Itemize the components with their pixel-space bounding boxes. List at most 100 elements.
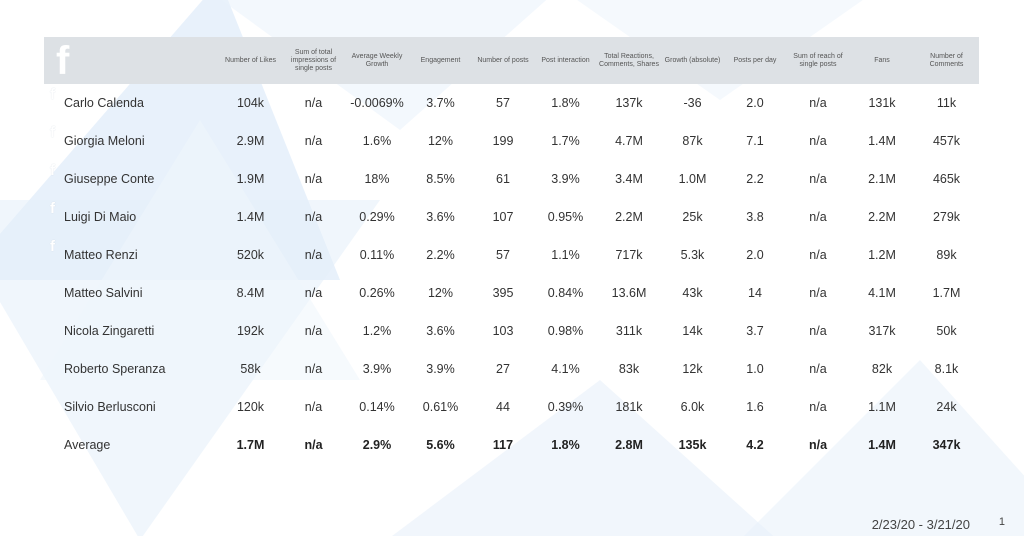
column-header: Growth (absolute): [664, 56, 721, 64]
metric-cell: 103: [492, 324, 514, 338]
metric-cell: 199: [492, 134, 514, 148]
facebook-f-icon: f: [50, 200, 55, 217]
metric-cell: 3.9%: [362, 362, 392, 376]
metric-cell: 120k: [236, 400, 265, 414]
metric-cell: 311k: [615, 324, 643, 338]
metric-cell: 0.39%: [547, 400, 584, 414]
politician-name-cell: Average: [44, 426, 219, 464]
metric-cell: 0.26%: [359, 286, 395, 300]
metric-cell: 57: [496, 96, 510, 110]
metric-cell: 61: [496, 172, 510, 186]
metric-cell: 1.4M: [236, 210, 265, 224]
average-row: Average 1.7M n/a 2.9% 5.6% 117 1.8% 2.8M 135k 4.2…: [44, 426, 979, 464]
facebook-f-icon: f: [50, 124, 55, 141]
politician-name-cell: f Carlo Calenda: [44, 84, 219, 122]
metric-cell: 104k: [236, 96, 265, 110]
metric-cell: 11k: [936, 96, 957, 110]
metric-cell: 2.2M: [615, 210, 643, 224]
table-row: Silvio Berlusconi 120k n/a 0.14% 0.61% 44 0.39…: [44, 388, 979, 426]
table-row: f Matteo Renzi 520k n/a 0.11% 2.2% 57 1.1% 717k 5…: [44, 236, 979, 274]
politician-name-cell: f Giuseppe Conte: [44, 160, 219, 198]
metric-cell: 1.4M: [868, 134, 896, 148]
column-header: Sum of total impressions of single posts: [290, 48, 337, 72]
column-header: Fans: [874, 56, 890, 64]
metric-cell: 57: [496, 248, 510, 262]
metric-cell: 137k: [615, 96, 643, 110]
metric-cell: n/a: [809, 210, 827, 224]
metric-cell: 3.9%: [551, 172, 580, 186]
metric-cell: n/a: [809, 172, 827, 186]
metric-cell: 4.7M: [615, 134, 643, 148]
politician-name: Carlo Calenda: [64, 96, 144, 110]
metric-cell: 3.7%: [426, 96, 455, 110]
metric-cell: 3.9%: [426, 362, 455, 376]
metric-cell: -0.0069%: [350, 96, 404, 110]
metric-cell: n/a: [809, 96, 827, 110]
metric-cell: n/a: [304, 362, 323, 376]
politician-name: Silvio Berlusconi: [64, 400, 156, 414]
politician-name: Matteo Renzi: [64, 248, 138, 262]
metric-cell: 1.6%: [362, 134, 392, 148]
metric-cell: 3.8: [746, 210, 764, 224]
metric-cell: 89k: [936, 248, 957, 262]
metric-cell: 457k: [932, 134, 961, 148]
politician-name: Roberto Speranza: [64, 362, 166, 376]
column-header: Average Weekly Growth: [351, 52, 403, 68]
metric-cell: 1.8%: [551, 438, 580, 452]
metric-cell: -36: [683, 96, 702, 110]
metric-cell: 465k: [932, 172, 961, 186]
metric-cell: 1.2M: [868, 248, 896, 262]
metric-cell: 3.6%: [426, 210, 455, 224]
metric-cell: n/a: [304, 286, 323, 300]
metric-cell: 0.95%: [547, 210, 584, 224]
politician-name-cell: f Giorgia Meloni: [44, 122, 219, 160]
metric-cell: 3.4M: [615, 172, 643, 186]
metric-cell: 0.14%: [359, 400, 395, 414]
metric-cell: n/a: [809, 286, 827, 300]
metric-cell: 1.2%: [362, 324, 392, 338]
metric-cell: n/a: [304, 96, 323, 110]
metric-cell: 1.8%: [551, 96, 580, 110]
metric-cell: 12%: [427, 134, 454, 148]
metric-cell: 0.98%: [547, 324, 584, 338]
metric-cell: 8.1k: [934, 362, 959, 376]
metric-cell: 1.1M: [868, 400, 896, 414]
metric-cell: 0.84%: [547, 286, 584, 300]
politician-name-cell: Silvio Berlusconi: [44, 388, 219, 426]
metric-cell: 131k: [868, 96, 896, 110]
metric-cell: n/a: [808, 438, 828, 452]
metric-cell: 0.11%: [359, 248, 395, 262]
metric-cell: 1.7M: [236, 438, 265, 452]
metric-cell: 25k: [682, 210, 703, 224]
metric-cell: n/a: [304, 210, 323, 224]
date-range: 2/23/20 - 3/21/20: [871, 517, 970, 532]
metric-cell: 192k: [236, 324, 265, 338]
metric-cell: 317k: [868, 324, 896, 338]
metric-cell: 107: [492, 210, 514, 224]
metric-cell: 7.1: [746, 134, 764, 148]
metric-cell: 3.6%: [426, 324, 455, 338]
metric-cell: 2.1M: [868, 172, 896, 186]
table-header-row: f Number of Likes Sum of total impressio…: [44, 37, 979, 84]
column-header: Posts per day: [733, 56, 777, 64]
facebook-f-icon: f: [50, 162, 55, 179]
metric-cell: 14k: [682, 324, 703, 338]
metric-cell: 8.5%: [426, 172, 455, 186]
politician-name-cell: f Luigi Di Maio: [44, 198, 219, 236]
metric-cell: 4.1M: [868, 286, 896, 300]
metric-cell: 1.4M: [868, 438, 896, 452]
header-logo-cell: f: [44, 37, 219, 84]
metric-cell: 395: [492, 286, 514, 300]
table-row: Matteo Salvini 8.4M n/a 0.26% 12% 395 0.84% 13.…: [44, 274, 979, 312]
metric-cell: 6.0k: [680, 400, 705, 414]
metric-cell: n/a: [304, 324, 323, 338]
metric-cell: n/a: [809, 400, 827, 414]
metric-cell: 2.2%: [426, 248, 455, 262]
metric-cell: 44: [496, 400, 510, 414]
metric-cell: 2.0: [746, 248, 764, 262]
politician-name: Average: [64, 438, 111, 452]
metric-cell: 1.9M: [236, 172, 265, 186]
metric-cell: 3.7: [746, 324, 764, 338]
facebook-f-icon: f: [50, 238, 55, 255]
metric-cell: 1.7M: [932, 286, 961, 300]
